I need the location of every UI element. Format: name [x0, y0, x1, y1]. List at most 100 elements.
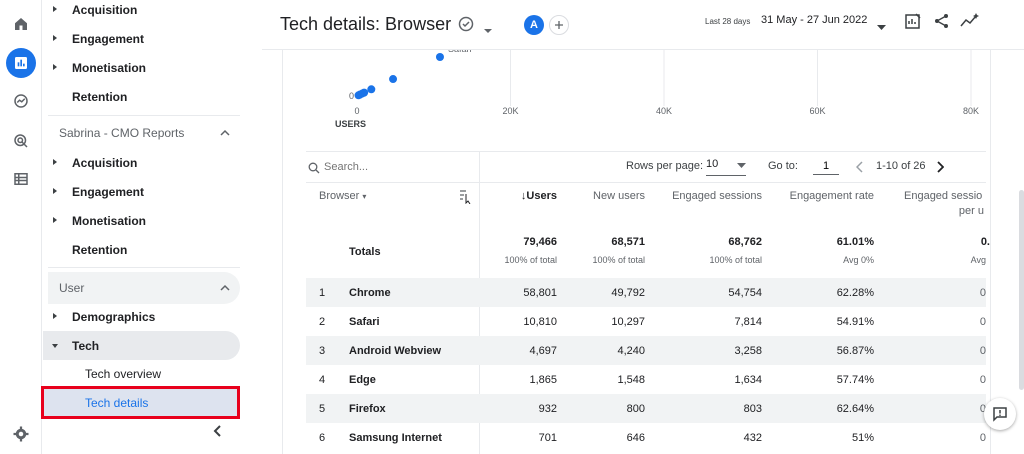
advertising-icon[interactable]: [8, 128, 34, 154]
chevron-up-icon: [220, 129, 230, 136]
metric-value: 57.74%: [836, 374, 874, 386]
collection-user[interactable]: User: [48, 272, 240, 304]
browser-name: Android Webview: [349, 345, 442, 357]
title-dropdown-icon[interactable]: [483, 21, 493, 39]
date-dropdown-icon[interactable]: [877, 18, 886, 36]
table-row[interactable]: 5 Firefox 932 800 803 62.64% 0: [306, 394, 986, 423]
divider: [48, 115, 240, 116]
metric-value: 803: [743, 403, 762, 415]
explore-icon[interactable]: [8, 88, 34, 114]
divider: [479, 183, 480, 454]
collapse-sidebar-icon[interactable]: [213, 425, 227, 439]
report-sidebar: Acquisition Engagement Monetisation Rete…: [43, 0, 250, 454]
row-index: 5: [319, 403, 326, 415]
table-row[interactable]: 2 Safari 10,810 10,297 7,814 54.91% 0: [306, 307, 986, 336]
sort-arrow-icon: ↓: [520, 190, 527, 202]
x-axis-title: USERS: [335, 119, 366, 129]
sidebar-item-demographics[interactable]: Demographics: [43, 302, 240, 331]
add-comparison-icon[interactable]: [549, 15, 569, 35]
expand-arrow-icon: [53, 35, 57, 41]
settings-gear-icon[interactable]: [8, 421, 34, 447]
column-header-engaged-sessions-per-user[interactable]: Engaged sessio per u: [904, 190, 984, 217]
configure-icon[interactable]: [8, 166, 34, 192]
totals-row: Totals 79,466 100% of total 68,571 100% of …: [306, 229, 990, 277]
date-label: Last 28 days: [705, 17, 751, 26]
sidebar-item-monetisation[interactable]: Monetisation: [43, 53, 240, 82]
date-range-picker[interactable]: 31 May - 27 Jun 2022: [761, 14, 868, 26]
column-header-users[interactable]: ↓Users: [520, 190, 557, 202]
sidebar-item-acquisition[interactable]: Acquisition: [43, 148, 240, 177]
table-row[interactable]: 1 Chrome 58,801 49,792 54,754 62.28% 0: [306, 278, 986, 307]
feedback-icon: [993, 407, 1007, 422]
metric-value: 932: [538, 403, 557, 415]
customize-report-icon[interactable]: [904, 12, 922, 35]
sidebar-item-retention[interactable]: Retention: [72, 89, 128, 104]
expand-arrow-icon: [53, 313, 57, 319]
metric-value: 0: [979, 403, 986, 415]
metric-value: 51%: [851, 432, 874, 444]
browser-name: Safari: [349, 316, 380, 328]
totals-subtext: Avg 0%: [843, 255, 874, 265]
next-page-icon[interactable]: [936, 160, 945, 178]
tech-details-highlight[interactable]: Tech details: [41, 386, 240, 419]
totals-subtext: 100% of total: [592, 255, 645, 265]
check-circle-icon[interactable]: [458, 16, 476, 34]
browser-name: Firefox: [349, 403, 386, 415]
table-toolbar: Rows per page: 10 Go to: 1-10 of 26: [306, 151, 986, 184]
goto-label: Go to:: [768, 160, 798, 172]
row-index: 4: [319, 374, 326, 386]
sidebar-item-engagement[interactable]: Engagement: [43, 24, 240, 53]
table-row[interactable]: 6 Samsung Internet 701 646 432 51% 0: [306, 423, 986, 452]
totals-value: 68,762: [728, 236, 762, 248]
expanded-arrow-icon: [52, 344, 58, 348]
sidebar-item-monetisation[interactable]: Monetisation: [43, 206, 240, 235]
sidebar-item-engagement[interactable]: Engagement: [43, 177, 240, 206]
rows-per-page-select[interactable]: 10: [706, 158, 746, 176]
metric-value: 54,754: [728, 287, 762, 299]
totals-subtext: Avg: [970, 255, 986, 265]
metric-value: 646: [626, 432, 645, 444]
feedback-button[interactable]: [984, 398, 1016, 430]
sidebar-item-tech-overview[interactable]: Tech overview: [85, 367, 162, 381]
chevron-up-icon: [220, 284, 230, 291]
browser-name: Chrome: [349, 287, 391, 299]
row-index: 1: [319, 287, 326, 299]
scrollbar[interactable]: [1019, 190, 1024, 390]
sidebar-item-tech[interactable]: Tech: [43, 331, 240, 360]
prev-page-icon[interactable]: [855, 160, 864, 178]
reports-icon[interactable]: [6, 48, 36, 78]
metric-value: 10,297: [611, 316, 645, 328]
add-dimension-icon[interactable]: [458, 188, 472, 207]
search-input[interactable]: [324, 158, 474, 176]
share-icon[interactable]: [933, 12, 951, 35]
home-icon[interactable]: [8, 11, 34, 37]
metric-value: 62.64%: [836, 403, 874, 415]
table-row[interactable]: 4 Edge 1,865 1,548 1,634 57.74% 0: [306, 365, 986, 394]
column-header-engaged-sessions[interactable]: Engaged sessions: [672, 190, 762, 202]
expand-arrow-icon: [53, 159, 57, 165]
goto-page-input[interactable]: [813, 157, 839, 175]
sidebar-item-tech-details: Tech details: [85, 396, 149, 410]
column-header-engagement-rate[interactable]: Engagement rate: [789, 190, 874, 202]
metric-value: 4,240: [617, 345, 645, 357]
totals-value: 68,571: [611, 236, 645, 248]
rows-per-page-label: Rows per page:: [626, 160, 704, 172]
browser-name: Samsung Internet: [349, 432, 442, 444]
main-content: Tech details: Browser A Last 28 days 31 …: [262, 0, 1024, 454]
table-row[interactable]: 3 Android Webview 4,697 4,240 3,258 56.87% 0: [306, 336, 986, 365]
insights-icon[interactable]: [960, 12, 980, 35]
collection-cmo-reports[interactable]: Sabrina - CMO Reports: [48, 117, 240, 149]
report-card: 0 20K 40K 60K 80K 0 Safari USERS Rows per pag…: [282, 50, 991, 454]
totals-label: Totals: [349, 246, 381, 258]
metric-value: 10,810: [523, 316, 557, 328]
sidebar-item-acquisition[interactable]: Acquisition: [43, 0, 240, 24]
sidebar-item-retention[interactable]: Retention: [72, 242, 128, 257]
point-label: Safari: [448, 50, 472, 54]
metric-value: 1,548: [617, 374, 645, 386]
column-header-browser[interactable]: Browser ▾: [319, 190, 367, 202]
totals-value: 61.01%: [836, 236, 874, 248]
totals-value: 79,466: [523, 236, 557, 248]
metric-value: 0: [979, 374, 986, 386]
column-header-new-users[interactable]: New users: [593, 190, 645, 202]
comparison-avatar[interactable]: A: [524, 15, 544, 35]
